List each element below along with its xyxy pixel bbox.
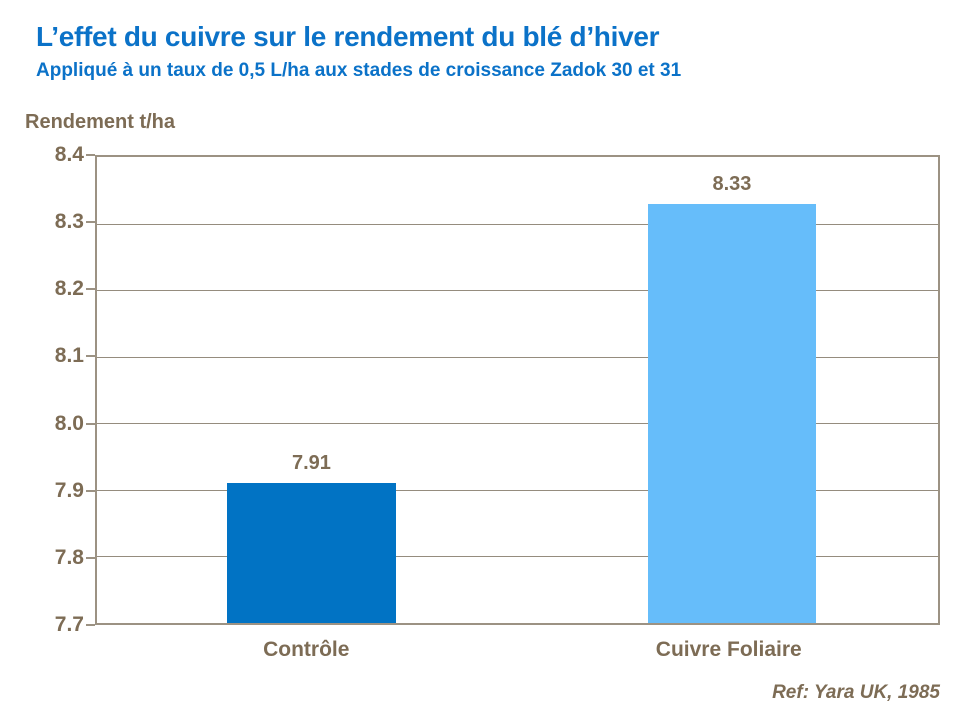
y-tick-mark	[86, 422, 95, 425]
y-tick-mark	[86, 154, 95, 156]
bar-value-label: 8.33	[712, 172, 752, 195]
gridline	[97, 423, 938, 425]
y-tick-label: 8.4	[54, 143, 84, 166]
y-tick-label: 7.8	[54, 545, 84, 569]
y-tick-label: 7.9	[54, 478, 84, 502]
y-tick-label: 8.0	[54, 411, 84, 435]
x-category-label-cuivre-foliaire: Cuivre Foliaire	[655, 638, 802, 661]
category-cell-controle: 7.91	[97, 157, 518, 623]
gridline	[97, 489, 938, 491]
reference-text: Ref: Yara UK, 1985	[772, 682, 940, 703]
bar-value-label: 7.91	[291, 452, 331, 475]
category-cell-cuivre-foliaire: 8.33	[518, 157, 939, 623]
y-tick-label: 8.1	[54, 344, 84, 368]
gridline	[97, 356, 938, 358]
y-tick-label: 8.2	[54, 277, 84, 301]
y-tick-label: 8.3	[54, 210, 84, 234]
bar-cuivre-foliaire: 8.33	[647, 173, 817, 623]
bar-controle: 7.91	[227, 452, 396, 623]
gridline	[97, 290, 938, 292]
plot-area: 7.91 8.33	[95, 155, 940, 625]
chart-title: L’effet du cuivre sur le rendement du bl…	[36, 21, 660, 52]
y-tick-mark	[86, 624, 95, 626]
x-axis-labels: Contrôle Cuivre Foliaire	[95, 638, 940, 662]
y-tick-mark	[86, 288, 95, 291]
bar-chart: 7.91 8.33 Contrôle Cuivre Foliaire 8.4 8.3 8…	[55, 143, 940, 661]
y-tick-mark	[86, 221, 95, 224]
y-tick-mark	[86, 556, 95, 559]
y-axis-title: Rendement t/ha	[25, 111, 176, 133]
gridline	[97, 223, 938, 225]
gridline	[97, 556, 938, 558]
x-category-label-controle: Contrôle	[263, 638, 350, 661]
y-tick-label: 7.7	[54, 613, 84, 636]
y-tick-mark	[86, 489, 95, 492]
y-tick-mark	[86, 355, 95, 358]
chart-subtitle: Appliqué à un taux de 0,5 L/ha aux stade…	[36, 60, 682, 81]
